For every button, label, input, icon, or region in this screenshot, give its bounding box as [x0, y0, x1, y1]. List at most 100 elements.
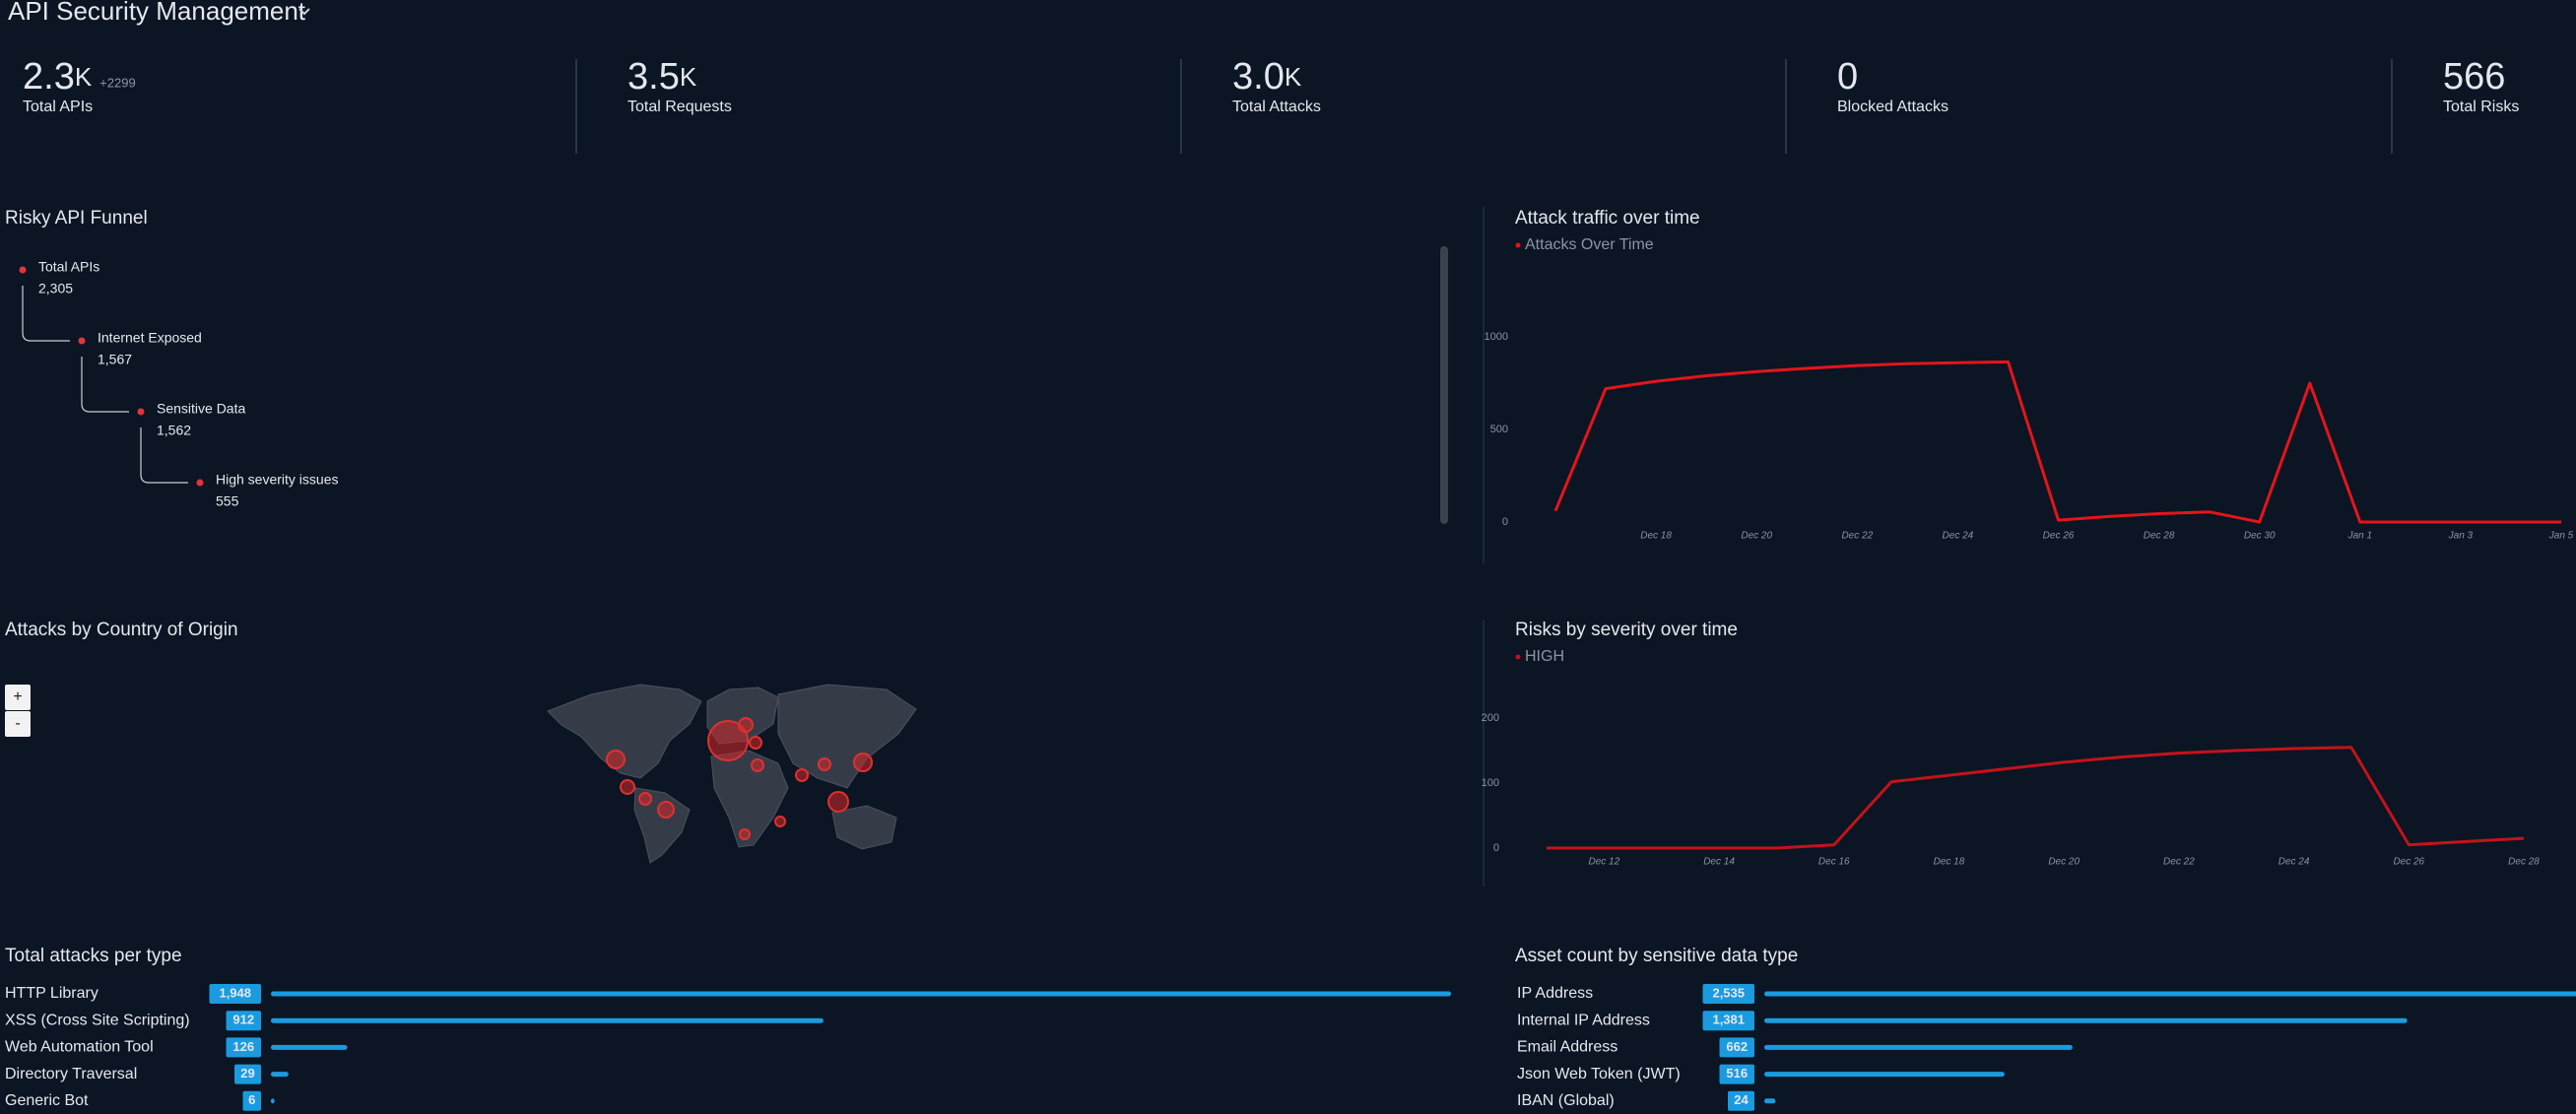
panel-title: Attack traffic over time	[1515, 208, 1700, 229]
value-badge	[226, 1011, 261, 1031]
x-tick-label: Dec 12	[1589, 857, 1620, 868]
funnel-value: 555	[216, 493, 239, 509]
value-badge	[1702, 1011, 1754, 1031]
kpi-unit: K	[680, 62, 697, 92]
bar-value-label: 126	[232, 1039, 254, 1054]
map-bubble[interactable]	[638, 792, 652, 806]
map-bubble[interactable]	[853, 753, 873, 772]
map-bubble[interactable]	[738, 717, 754, 733]
bar	[1764, 991, 2576, 997]
zoom-in-button[interactable]	[5, 685, 31, 710]
map-bubble[interactable]	[818, 757, 831, 771]
value-badge	[242, 1090, 261, 1111]
map-bubble[interactable]	[827, 791, 849, 813]
value-badge	[1719, 1037, 1754, 1058]
x-tick-label: Dec 24	[2279, 857, 2310, 868]
x-tick-label: Dec 18	[1934, 857, 1965, 868]
value-badge	[209, 984, 261, 1004]
zoom-out-button[interactable]	[5, 711, 31, 737]
map-bubble[interactable]	[749, 736, 762, 750]
map-bubble[interactable]	[774, 816, 786, 827]
map-bubble[interactable]	[751, 758, 764, 772]
bar	[271, 1098, 275, 1104]
value-badge	[1728, 1090, 1754, 1111]
bar-category: XSS (Cross Site Scripting)	[5, 1012, 190, 1028]
bar-value-label: 912	[232, 1013, 254, 1027]
map-bubble[interactable]	[657, 801, 675, 819]
x-tick-label: Dec 14	[1703, 857, 1735, 868]
bar-value-label: 29	[240, 1066, 254, 1081]
x-tick-label: Jan 5	[2548, 531, 2574, 542]
kpi-value: 3.0K	[1232, 56, 1302, 98]
bar	[271, 1017, 824, 1023]
funnel-label: Sensitive Data	[157, 401, 245, 417]
bar-category: IBAN (Global)	[1517, 1092, 1615, 1109]
value-badge	[234, 1064, 261, 1084]
zoom-out-label[interactable]: -	[15, 715, 20, 732]
bar	[271, 1072, 289, 1078]
bar	[1764, 1044, 2073, 1050]
map-bubble[interactable]	[739, 828, 751, 840]
scrollbar[interactable]	[1440, 246, 1448, 524]
kpi-number: 3.0	[1232, 56, 1285, 98]
funnel-connector	[140, 427, 188, 484]
panel-title: Risky API Funnel	[5, 208, 148, 229]
x-tick-label: Dec 16	[1818, 857, 1850, 868]
bar	[1764, 1098, 1776, 1104]
zoom-in-label[interactable]: +	[13, 688, 22, 705]
kpi-value: 0	[1837, 56, 1858, 98]
bar	[271, 1044, 348, 1050]
map-bubble[interactable]	[795, 768, 809, 782]
funnel-value: 1,567	[98, 352, 132, 367]
map-bubble[interactable]	[620, 779, 635, 795]
panel-title: Risks by severity over time	[1515, 620, 1738, 640]
legend-dot	[1515, 242, 1521, 248]
bar	[271, 991, 1451, 997]
panel-title: Asset count by sensitive data type	[1515, 946, 1798, 966]
x-tick-label: Dec 30	[2244, 531, 2276, 542]
bar	[1764, 1017, 2408, 1023]
funnel-dot	[19, 266, 27, 274]
x-tick-label: Dec 20	[1741, 531, 1772, 542]
kpi-label: Total Attacks	[1232, 98, 1321, 115]
funnel-dot	[196, 479, 204, 487]
zoom-control: + -	[5, 685, 31, 737]
title-dropdown-icon[interactable]	[298, 8, 310, 16]
x-tick-label: Dec 26	[2043, 531, 2075, 542]
x-tick-label: Dec 26	[2393, 857, 2424, 868]
legend-dot	[1515, 654, 1521, 660]
continent	[710, 750, 789, 848]
kpi-delta: +2299	[99, 75, 136, 90]
bar	[1764, 1072, 2005, 1078]
panel-title: Total attacks per type	[5, 946, 182, 966]
page-title[interactable]: API Security Management	[8, 0, 306, 26]
kpi-label: Total Requests	[627, 98, 732, 115]
map-bubbles	[606, 717, 873, 840]
bar-category: IP Address	[1517, 985, 1593, 1002]
funnel-label: Internet Exposed	[98, 330, 202, 346]
kpi-value: 3.5K	[627, 56, 697, 98]
continent	[831, 805, 897, 850]
bar-category: Email Address	[1517, 1039, 1618, 1056]
continent	[547, 684, 702, 779]
kpi-number: 3.5	[627, 56, 680, 98]
kpi-value: 2.3K	[23, 56, 93, 98]
funnel-value: 2,305	[38, 281, 73, 296]
legend-label: Attacks Over Time	[1525, 236, 1654, 253]
x-tick-label: Jan 3	[2448, 531, 2474, 542]
map-bubble[interactable]	[707, 720, 749, 761]
x-tick-label: Dec 18	[1640, 531, 1672, 542]
bar-category: Web Automation Tool	[5, 1039, 154, 1056]
kpi-unit: K	[75, 62, 93, 92]
value-badge	[1719, 1064, 1754, 1084]
map-bubble[interactable]	[606, 750, 626, 769]
funnel-connector	[81, 357, 129, 413]
x-tick-label: Jan 1	[2347, 531, 2372, 542]
bar-value-label: 1,381	[1712, 1013, 1745, 1027]
series-line	[1553, 360, 2561, 524]
funnel-dot	[78, 337, 86, 345]
funnel-dot	[137, 408, 145, 416]
panel-title: Attacks by Country of Origin	[5, 620, 238, 640]
